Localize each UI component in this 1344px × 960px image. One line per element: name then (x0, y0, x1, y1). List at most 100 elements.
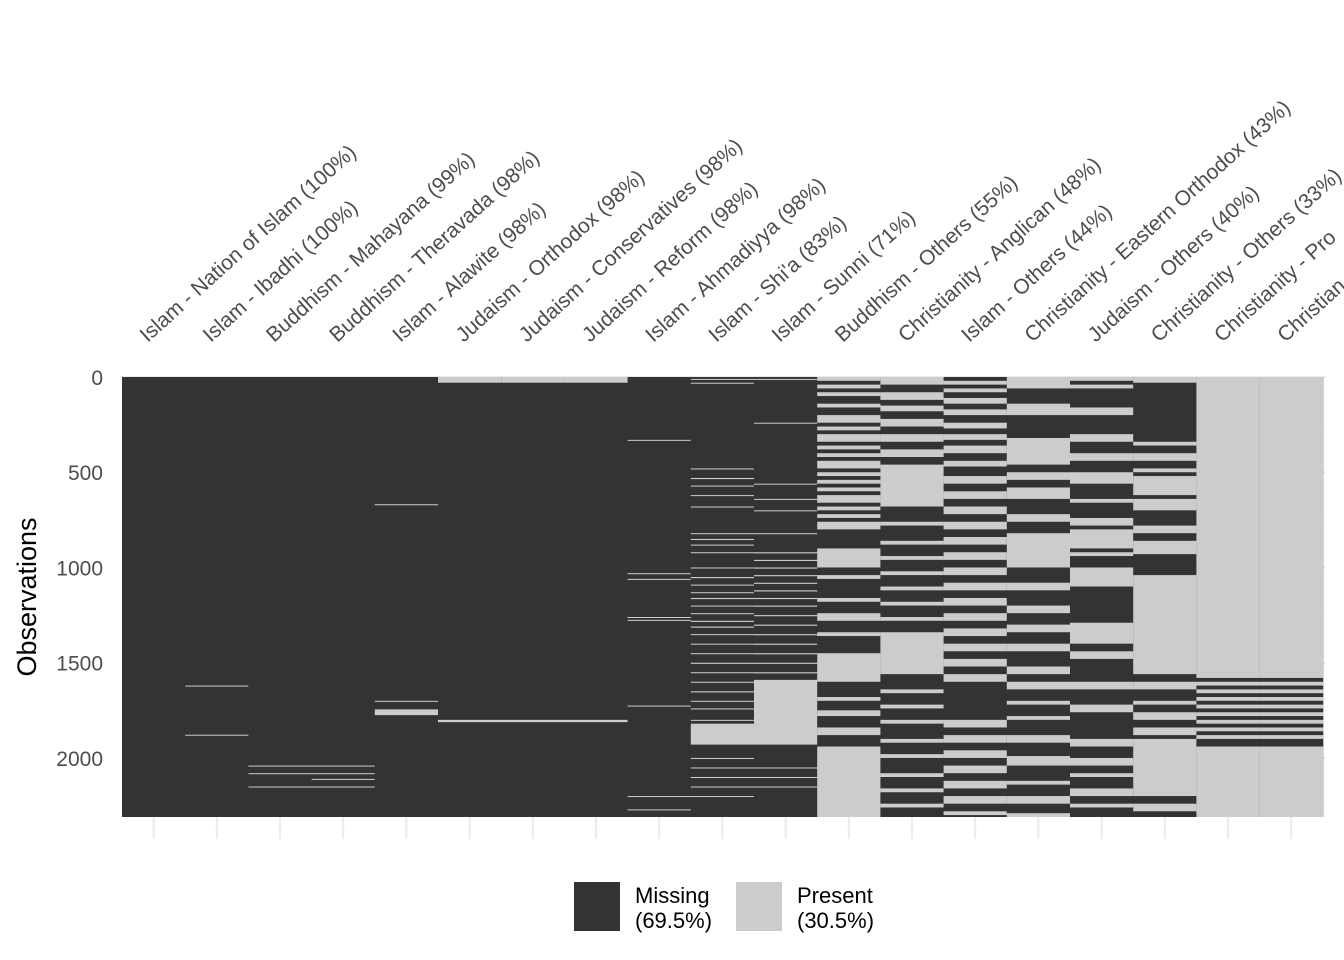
present-block (754, 634, 818, 636)
present-block (754, 378, 818, 380)
present-block (185, 734, 249, 736)
present-block (1259, 712, 1324, 717)
present-block (690, 786, 755, 788)
present-block (501, 377, 565, 383)
present-block (943, 434, 1008, 440)
present-block (1006, 735, 1071, 743)
present-block (817, 697, 881, 701)
column-missing-1 (185, 377, 249, 817)
present-block (690, 597, 755, 600)
present-block (754, 605, 818, 607)
present-block (690, 468, 755, 470)
present-block (754, 559, 818, 561)
present-block (817, 460, 881, 469)
column-missing-10 (754, 377, 818, 817)
present-block (690, 538, 755, 541)
present-block (817, 514, 881, 518)
present-block (1006, 582, 1071, 591)
heatmap-cells (122, 377, 1324, 817)
present-block (1070, 681, 1134, 690)
present-block (1259, 697, 1324, 701)
column-missing-15 (1070, 377, 1134, 817)
present-block (1196, 727, 1261, 732)
present-block (690, 577, 755, 579)
present-block (1196, 689, 1261, 694)
present-block (501, 719, 565, 723)
present-block (1006, 472, 1071, 480)
present-block (943, 750, 1008, 758)
present-block (817, 434, 881, 442)
present-block (627, 617, 692, 618)
present-block (1006, 605, 1071, 614)
present-block (690, 592, 755, 594)
present-block (690, 723, 755, 745)
present-block (943, 460, 1008, 467)
legend-percent: (30.5%) (797, 908, 874, 933)
present-block (627, 705, 692, 707)
present-block (817, 495, 881, 503)
present-block (1070, 552, 1134, 557)
present-block (1259, 681, 1324, 686)
legend-percent: (69.5%) (635, 908, 712, 933)
column-missing-4 (374, 377, 439, 817)
present-block (1070, 738, 1134, 747)
column-missing-0 (122, 377, 186, 817)
present-block (754, 575, 818, 577)
present-block (690, 757, 755, 759)
present-block (817, 487, 881, 492)
present-block (817, 472, 881, 477)
column-missing-5 (438, 377, 502, 817)
present-block (817, 479, 881, 484)
present-block (754, 662, 818, 664)
present-block (690, 672, 755, 674)
present-block (1196, 697, 1261, 701)
present-block (754, 624, 818, 626)
present-block (817, 710, 881, 717)
present-block (880, 556, 945, 560)
present-block (1133, 525, 1197, 534)
present-block (1133, 540, 1197, 555)
present-block (690, 777, 755, 778)
present-block (1006, 643, 1071, 652)
column-missing-12 (880, 377, 945, 817)
present-block (1133, 441, 1197, 446)
present-block (690, 382, 755, 384)
present-block (1133, 738, 1197, 797)
present-block (754, 615, 818, 617)
present-block (1070, 622, 1134, 644)
present-block (817, 384, 881, 389)
present-block (880, 617, 945, 621)
present-block (880, 392, 945, 400)
present-block (1070, 803, 1134, 808)
column-missing-11 (817, 377, 881, 817)
present-block (1006, 813, 1071, 817)
present-block (1259, 746, 1324, 817)
present-block (690, 796, 755, 798)
present-block (880, 803, 945, 808)
present-block (1006, 533, 1071, 568)
present-block (1070, 529, 1134, 549)
present-block (248, 786, 313, 788)
present-block (943, 445, 1008, 454)
present-block (1133, 803, 1197, 812)
present-block (690, 653, 755, 655)
present-block (943, 567, 1008, 576)
present-block (690, 605, 755, 607)
present-block (817, 445, 881, 450)
present-block (880, 754, 945, 758)
present-block (1070, 407, 1134, 416)
present-block (690, 691, 755, 693)
present-block (943, 597, 1008, 606)
present-block (311, 765, 376, 767)
present-block (943, 491, 1008, 499)
present-block (1133, 575, 1197, 675)
present-block (880, 788, 945, 793)
present-block (754, 552, 818, 554)
present-block (690, 662, 755, 664)
present-block (1196, 704, 1261, 709)
present-block (1070, 788, 1134, 797)
present-block (754, 679, 818, 745)
present-block (1070, 498, 1134, 503)
present-block (627, 619, 692, 621)
present-block (1006, 487, 1071, 499)
